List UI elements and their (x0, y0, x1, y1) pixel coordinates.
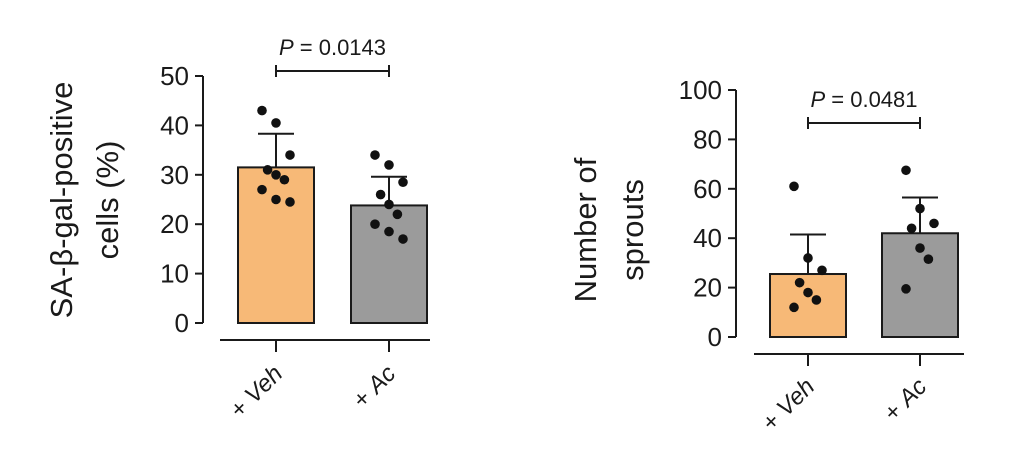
data-point (285, 197, 295, 207)
data-point (398, 177, 408, 188)
data-point (271, 118, 281, 128)
data-point (279, 174, 290, 185)
y-tick-label: 100 (679, 75, 722, 105)
data-point (915, 243, 925, 253)
senescence-chart: 0 10 20 30 40 50 SA-β-gal-positive cells (%) + V… (44, 35, 430, 423)
data-point (915, 203, 925, 214)
data-point (257, 184, 267, 195)
y-tick-label: 80 (693, 124, 722, 154)
data-point (803, 253, 813, 263)
y-tick-label: 20 (160, 209, 189, 239)
p-value-label: P = 0.0143 (279, 35, 386, 60)
data-point (811, 295, 822, 305)
data-point (262, 165, 273, 175)
sprouts-chart: 0 20 40 60 80 100 Number of sprouts + Veh + Ac P =… (568, 75, 964, 436)
bar (769, 273, 847, 339)
data-point (923, 254, 934, 264)
bar (237, 166, 315, 324)
y-axis-label: Number of (568, 157, 603, 302)
x-category-label: + Ac (879, 373, 933, 427)
x-category-label: + Veh (225, 360, 288, 423)
y-tick-label: 10 (160, 259, 189, 289)
data-point (789, 302, 799, 313)
data-point (398, 234, 408, 244)
data-point (375, 189, 386, 200)
y-axis-label: SA-β-gal-positive (44, 82, 79, 319)
data-point (271, 170, 281, 180)
data-point (370, 219, 380, 229)
data-point (370, 150, 380, 160)
data-point (906, 223, 917, 234)
data-point (803, 287, 813, 298)
data-point (901, 284, 911, 294)
p-value-label: P = 0.0481 (810, 87, 917, 112)
y-tick-label: 0 (175, 308, 189, 338)
data-point (384, 226, 394, 237)
y-tick-label: 60 (693, 174, 722, 204)
data-point (817, 265, 827, 276)
data-point (271, 194, 281, 205)
data-point (901, 165, 911, 176)
x-category-label: + Ac (348, 360, 402, 414)
y-axis-label: cells (%) (90, 141, 125, 260)
y-tick-label: 40 (160, 110, 189, 140)
data-point (285, 150, 295, 160)
data-point (929, 218, 939, 229)
data-point (384, 160, 394, 170)
y-tick-label: 0 (708, 322, 722, 352)
y-tick-label: 50 (160, 61, 189, 91)
data-point (392, 209, 403, 220)
y-tick-label: 40 (693, 223, 722, 253)
data-point (384, 199, 394, 210)
data-point (794, 277, 805, 288)
y-tick-label: 30 (160, 160, 189, 190)
data-point (789, 181, 799, 192)
y-tick-label: 20 (693, 273, 722, 303)
x-category-label: + Veh (757, 373, 820, 436)
y-axis-label: sprouts (615, 179, 650, 281)
data-point (257, 105, 267, 116)
bar (350, 204, 428, 324)
